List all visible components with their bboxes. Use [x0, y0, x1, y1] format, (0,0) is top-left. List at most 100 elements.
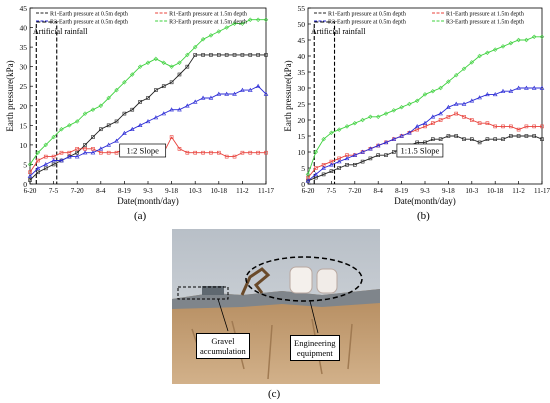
- data-point: [264, 150, 268, 155]
- data-point: [431, 121, 435, 125]
- data-point: [532, 124, 536, 129]
- data-point: [200, 95, 206, 100]
- data-point: [391, 108, 397, 113]
- x-tick-label: 7-5: [327, 187, 337, 195]
- data-point: [35, 165, 41, 171]
- data-point: [169, 80, 174, 85]
- data-point: [305, 178, 311, 183]
- data-point: [99, 150, 103, 155]
- data-point: [161, 84, 166, 89]
- data-point: [431, 137, 435, 141]
- data-point: [540, 124, 544, 129]
- data-point: [344, 155, 350, 161]
- data-point: [114, 87, 119, 93]
- gravel-leader-line: [217, 298, 229, 332]
- data-point: [375, 114, 381, 120]
- data-point: [161, 111, 167, 116]
- x-tick-label: 10-18: [487, 187, 504, 195]
- data-point: [248, 53, 253, 57]
- data-point: [305, 172, 311, 177]
- x-tick-label: 8-19: [118, 187, 131, 195]
- data-point: [91, 135, 95, 139]
- data-point: [208, 33, 214, 38]
- x-tick-label: 9-3: [143, 187, 153, 195]
- equipment-ellipse: [245, 256, 363, 302]
- data-point: [321, 172, 326, 177]
- data-point: [532, 134, 536, 138]
- data-point: [477, 140, 482, 145]
- data-point: [122, 80, 127, 85]
- data-point: [145, 119, 151, 124]
- data-point: [122, 111, 127, 116]
- series-line-1: [307, 135, 543, 182]
- data-point: [352, 152, 358, 157]
- data-point: [438, 137, 443, 141]
- x-tick-label: 8-4: [374, 187, 384, 195]
- data-point: [224, 154, 229, 159]
- data-point: [524, 37, 529, 43]
- data-point: [35, 150, 41, 155]
- y-axis-label: Earth pressure(kPa): [5, 60, 15, 131]
- data-point: [75, 147, 79, 151]
- x-tick-label: 7-20: [348, 187, 361, 195]
- data-point: [153, 115, 159, 120]
- data-point: [477, 121, 482, 125]
- data-point: [82, 150, 88, 155]
- y-tick-label: 5: [23, 160, 27, 169]
- legend-label-1: R1-Earth pressure at 0.5m depth: [328, 12, 406, 18]
- data-point: [43, 142, 48, 148]
- data-point: [500, 88, 506, 93]
- series-line-4: [307, 36, 542, 175]
- data-point: [461, 66, 467, 72]
- legend-label-2: R1-Earth pressure at 1.5m depth: [446, 12, 524, 18]
- data-point: [353, 163, 357, 167]
- data-point: [36, 158, 40, 163]
- y-tick-label: 10: [298, 148, 306, 157]
- legend-label-3: R3-Earth pressure at 0.5m depth: [328, 20, 406, 26]
- data-point: [74, 119, 80, 124]
- data-point: [129, 126, 135, 131]
- data-point: [43, 162, 49, 167]
- data-point: [232, 53, 237, 57]
- data-point: [399, 104, 404, 110]
- x-tick-label: 7-20: [71, 187, 84, 195]
- x-tick-label: 11-2: [236, 187, 249, 195]
- data-point: [114, 138, 119, 143]
- data-point: [263, 17, 269, 22]
- data-point: [508, 88, 514, 93]
- data-point: [509, 134, 513, 138]
- legend-label-4: R3-Earth pressure at 1.5m depth: [169, 20, 247, 26]
- data-point: [256, 53, 260, 57]
- x-tick-label: 7-5: [49, 187, 59, 195]
- data-point: [422, 92, 428, 97]
- data-point: [430, 114, 436, 119]
- x-tick-label: 11-17: [258, 187, 275, 195]
- excavator-arm: [240, 267, 271, 296]
- data-point: [240, 53, 245, 57]
- data-point: [185, 52, 190, 58]
- data-point: [51, 134, 56, 140]
- data-point: [264, 53, 268, 57]
- data-point: [313, 171, 319, 177]
- data-point: [240, 87, 245, 92]
- y-tick-label: 25: [20, 82, 28, 91]
- data-point: [384, 153, 388, 157]
- data-point: [106, 95, 111, 101]
- data-point: [375, 143, 381, 148]
- x-tick-label: 9-18: [442, 187, 455, 195]
- data-point: [90, 150, 96, 155]
- data-point: [67, 154, 72, 159]
- slope-label: 1:2 Slope: [127, 146, 160, 156]
- data-point: [193, 150, 197, 155]
- data-point: [337, 166, 342, 170]
- data-point: [446, 79, 451, 84]
- data-point: [446, 115, 451, 119]
- data-point: [399, 133, 404, 138]
- data-point: [145, 60, 151, 65]
- data-point: [470, 118, 474, 122]
- data-point: [82, 111, 88, 116]
- data-point: [516, 134, 521, 138]
- data-point: [344, 124, 350, 129]
- data-point: [27, 173, 33, 178]
- data-point: [438, 111, 443, 116]
